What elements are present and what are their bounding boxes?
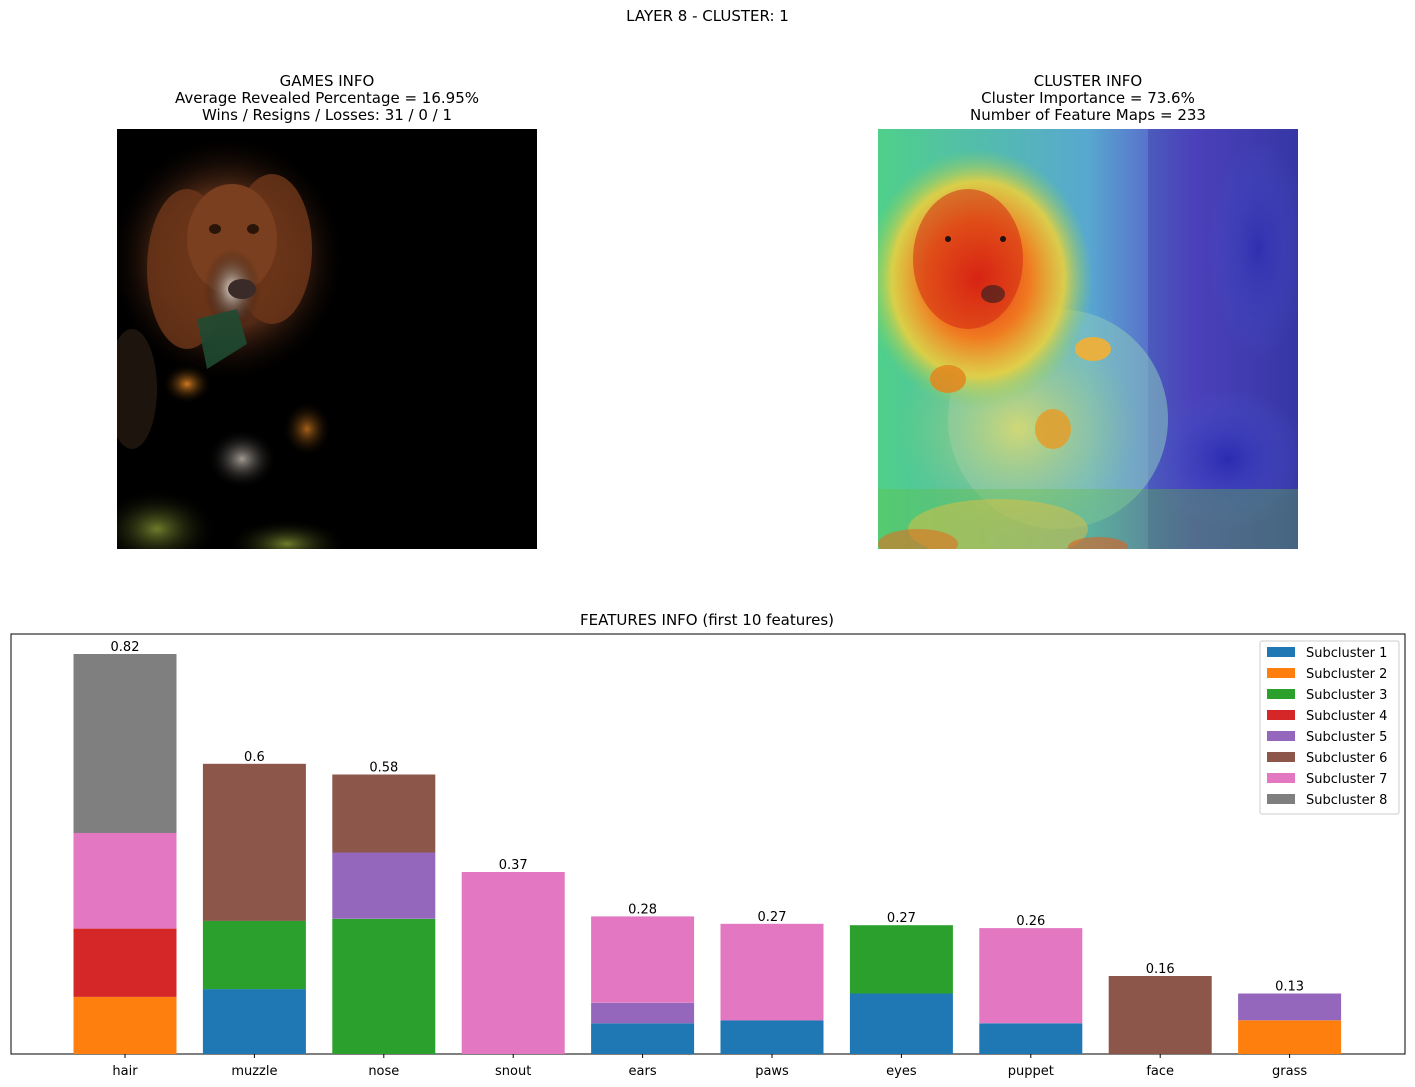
legend-swatch-subcluster-4: [1267, 710, 1295, 720]
heatmap-dog-image: [878, 129, 1298, 549]
bar-segment-muzzle-subcluster-1: [202, 989, 306, 1054]
masked-dog-image: [117, 129, 537, 549]
legend-box: [1259, 640, 1400, 815]
bar-segment-nose-subcluster-6: [332, 774, 436, 853]
bar-segment-ears-subcluster-7: [591, 916, 695, 1003]
cluster-info-heading: CLUSTER INFO: [1033, 72, 1143, 90]
x-tick-label-eyes: eyes: [886, 1064, 917, 1079]
legend-swatch-subcluster-5: [1267, 731, 1295, 741]
bar-segment-grass-subcluster-5: [1238, 993, 1342, 1021]
bar-segment-eyes-subcluster-3: [849, 925, 953, 994]
cluster-info-title: CLUSTER INFO Cluster Importance = 73.6% …: [878, 73, 1298, 124]
legend-label-subcluster-5: Subcluster 5: [1306, 730, 1387, 745]
x-tick-label-nose: nose: [368, 1064, 399, 1079]
bar-segment-hair-subcluster-8: [73, 654, 177, 833]
value-label-grass: 0.13: [1275, 980, 1304, 995]
legend-label-subcluster-8: Subcluster 8: [1306, 793, 1387, 808]
legend-label-subcluster-1: Subcluster 1: [1306, 646, 1387, 661]
bar-segment-paws-subcluster-1: [720, 1020, 824, 1054]
bar-segment-eyes-subcluster-1: [849, 993, 953, 1054]
value-label-hair: 0.82: [111, 640, 140, 655]
x-tick-label-paws: paws: [755, 1064, 789, 1079]
masked-dog-picture: [117, 129, 537, 549]
value-label-face: 0.16: [1146, 962, 1175, 977]
x-tick-label-grass: grass: [1272, 1064, 1307, 1079]
games-info-heading: GAMES INFO: [279, 72, 375, 90]
value-label-nose: 0.58: [369, 761, 398, 776]
bar-segment-hair-subcluster-7: [73, 833, 177, 929]
bar-segment-grass-subcluster-2: [1238, 1020, 1342, 1054]
bar-segment-muzzle-subcluster-3: [202, 920, 306, 990]
value-label-puppet: 0.26: [1016, 914, 1045, 929]
legend-swatch-subcluster-2: [1267, 668, 1295, 678]
figure-title: LAYER 8 - CLUSTER: 1: [626, 7, 789, 25]
bar-segment-hair-subcluster-4: [73, 928, 177, 997]
bar-segment-nose-subcluster-5: [332, 852, 436, 919]
x-tick-label-face: face: [1146, 1064, 1174, 1079]
number-of-feature-maps: Number of Feature Maps = 233: [970, 106, 1206, 124]
legend-label-subcluster-6: Subcluster 6: [1306, 751, 1387, 766]
legend-swatch-subcluster-8: [1267, 794, 1295, 804]
bar-segment-snout-subcluster-7: [461, 872, 565, 1054]
average-revealed-percentage: Average Revealed Percentage = 16.95%: [174, 89, 479, 107]
bar-segment-hair-subcluster-2: [73, 996, 177, 1054]
wins-resigns-losses: Wins / Resigns / Losses: 31 / 0 / 1: [201, 106, 453, 124]
legend-label-subcluster-3: Subcluster 3: [1306, 688, 1387, 703]
x-tick-label-muzzle: muzzle: [231, 1064, 277, 1079]
bar-segment-face-subcluster-6: [1108, 976, 1212, 1054]
x-tick-label-snout: snout: [495, 1064, 531, 1079]
legend-label-subcluster-4: Subcluster 4: [1306, 709, 1387, 724]
heatmap-dog-picture: [878, 129, 1298, 549]
value-label-muzzle: 0.6: [244, 750, 265, 765]
legend-swatch-subcluster-3: [1267, 689, 1295, 699]
bar-segment-paws-subcluster-7: [720, 923, 824, 1021]
value-label-paws: 0.27: [758, 910, 787, 925]
x-tick-label-hair: hair: [112, 1064, 138, 1079]
value-label-snout: 0.37: [499, 858, 528, 873]
x-tick-label-puppet: puppet: [1008, 1064, 1054, 1079]
legend-label-subcluster-2: Subcluster 2: [1306, 667, 1387, 682]
value-label-eyes: 0.27: [887, 911, 916, 926]
bar-segment-nose-subcluster-3: [332, 918, 436, 1054]
bar-segment-puppet-subcluster-7: [979, 928, 1083, 1024]
bar-segment-muzzle-subcluster-6: [202, 763, 306, 921]
bar-segment-ears-subcluster-1: [591, 1023, 695, 1054]
x-tick-label-ears: ears: [629, 1064, 657, 1079]
bar-segment-puppet-subcluster-1: [979, 1023, 1083, 1054]
legend-swatch-subcluster-1: [1267, 647, 1295, 657]
legend-label-subcluster-7: Subcluster 7: [1306, 772, 1387, 787]
legend: Subcluster 1 Subcluster 2 Subcluster 3 Subc…: [1259, 640, 1400, 815]
value-label-ears: 0.28: [628, 902, 657, 917]
chart-title: FEATURES INFO (first 10 features): [580, 611, 834, 629]
legend-swatch-subcluster-6: [1267, 752, 1295, 762]
games-info-title: GAMES INFO Average Revealed Percentage =…: [117, 73, 537, 124]
bar-segment-ears-subcluster-5: [591, 1002, 695, 1024]
cluster-importance: Cluster Importance = 73.6%: [981, 89, 1195, 107]
legend-swatch-subcluster-7: [1267, 773, 1295, 783]
